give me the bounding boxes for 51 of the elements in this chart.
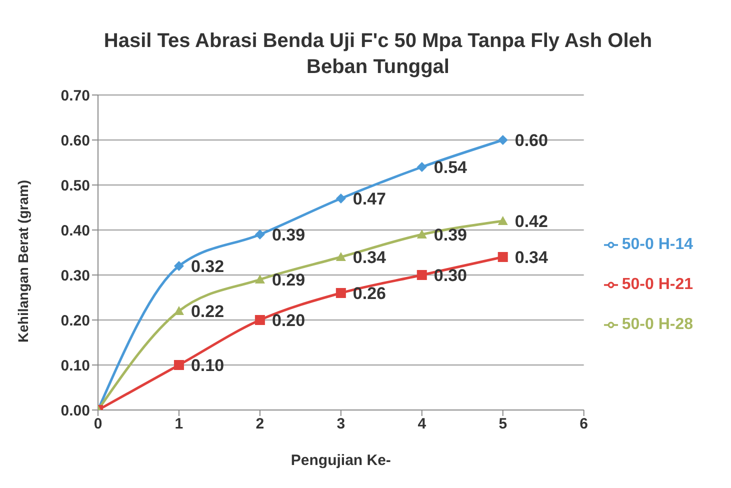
point [416, 162, 427, 172]
data-label: 0.42 [514, 212, 548, 231]
point [416, 270, 427, 280]
y-tick-label: 0.00 [60, 402, 90, 420]
y-tick-label: 0.30 [60, 267, 90, 284]
point [174, 360, 184, 370]
data-label: 0.30 [434, 266, 467, 285]
chart-title: Hasil Tes Abrasi Benda Uji F'c 50 Mpa Tanpa Fly Ash Oleh Beban Tunggal [102, 29, 654, 80]
data-label: 0.60 [514, 131, 548, 150]
x-tick-label: 3 [336, 416, 346, 433]
x-tick-label: 6 [580, 416, 588, 433]
legend-label: 50-0 H-28 [622, 316, 693, 333]
point [416, 230, 427, 238]
y-tick-label: 0.10 [60, 357, 90, 374]
point [336, 194, 346, 204]
point [336, 252, 346, 261]
y-axis-title: Kehilangan Berat (gram) [14, 180, 31, 342]
point [174, 306, 184, 315]
point [336, 288, 346, 298]
data-label: 0.47 [352, 190, 386, 208]
legend-label: 50-0 H-14 [622, 236, 693, 253]
x-tick-label: 4 [418, 416, 427, 433]
point [498, 252, 508, 262]
data-label: 0.39 [434, 226, 467, 244]
data-label: 0.22 [190, 302, 224, 321]
data-label: 0.34 [352, 248, 387, 267]
point [174, 261, 184, 271]
x-tick-label: 2 [256, 416, 264, 433]
data-label: 0.32 [190, 257, 224, 276]
data-label: 0.10 [190, 356, 224, 375]
data-label: 0.34 [514, 248, 548, 267]
x-tick-label: 1 [174, 416, 184, 433]
data-label: 0.29 [272, 270, 306, 290]
point [498, 135, 508, 145]
legend-label: 50-0 H-21 [622, 276, 693, 293]
y-tick-label: 0.70 [60, 87, 90, 104]
point [254, 274, 265, 284]
data-label: 0.39 [272, 226, 306, 244]
y-tick-label: 0.40 [60, 222, 90, 240]
point [254, 230, 265, 240]
point [254, 315, 265, 325]
point [498, 216, 508, 225]
y-tick-label: 0.20 [60, 312, 90, 330]
data-label: 0.54 [434, 158, 468, 177]
y-tick-label: 0.60 [60, 132, 90, 150]
x-tick-label: 0 [94, 416, 102, 433]
data-label: 0.20 [272, 311, 306, 330]
x-axis-title: Pengujian Ke- [290, 452, 391, 469]
y-tick-label: 0.50 [60, 177, 90, 194]
x-tick-label: 5 [498, 416, 508, 433]
data-label: 0.26 [352, 284, 386, 303]
